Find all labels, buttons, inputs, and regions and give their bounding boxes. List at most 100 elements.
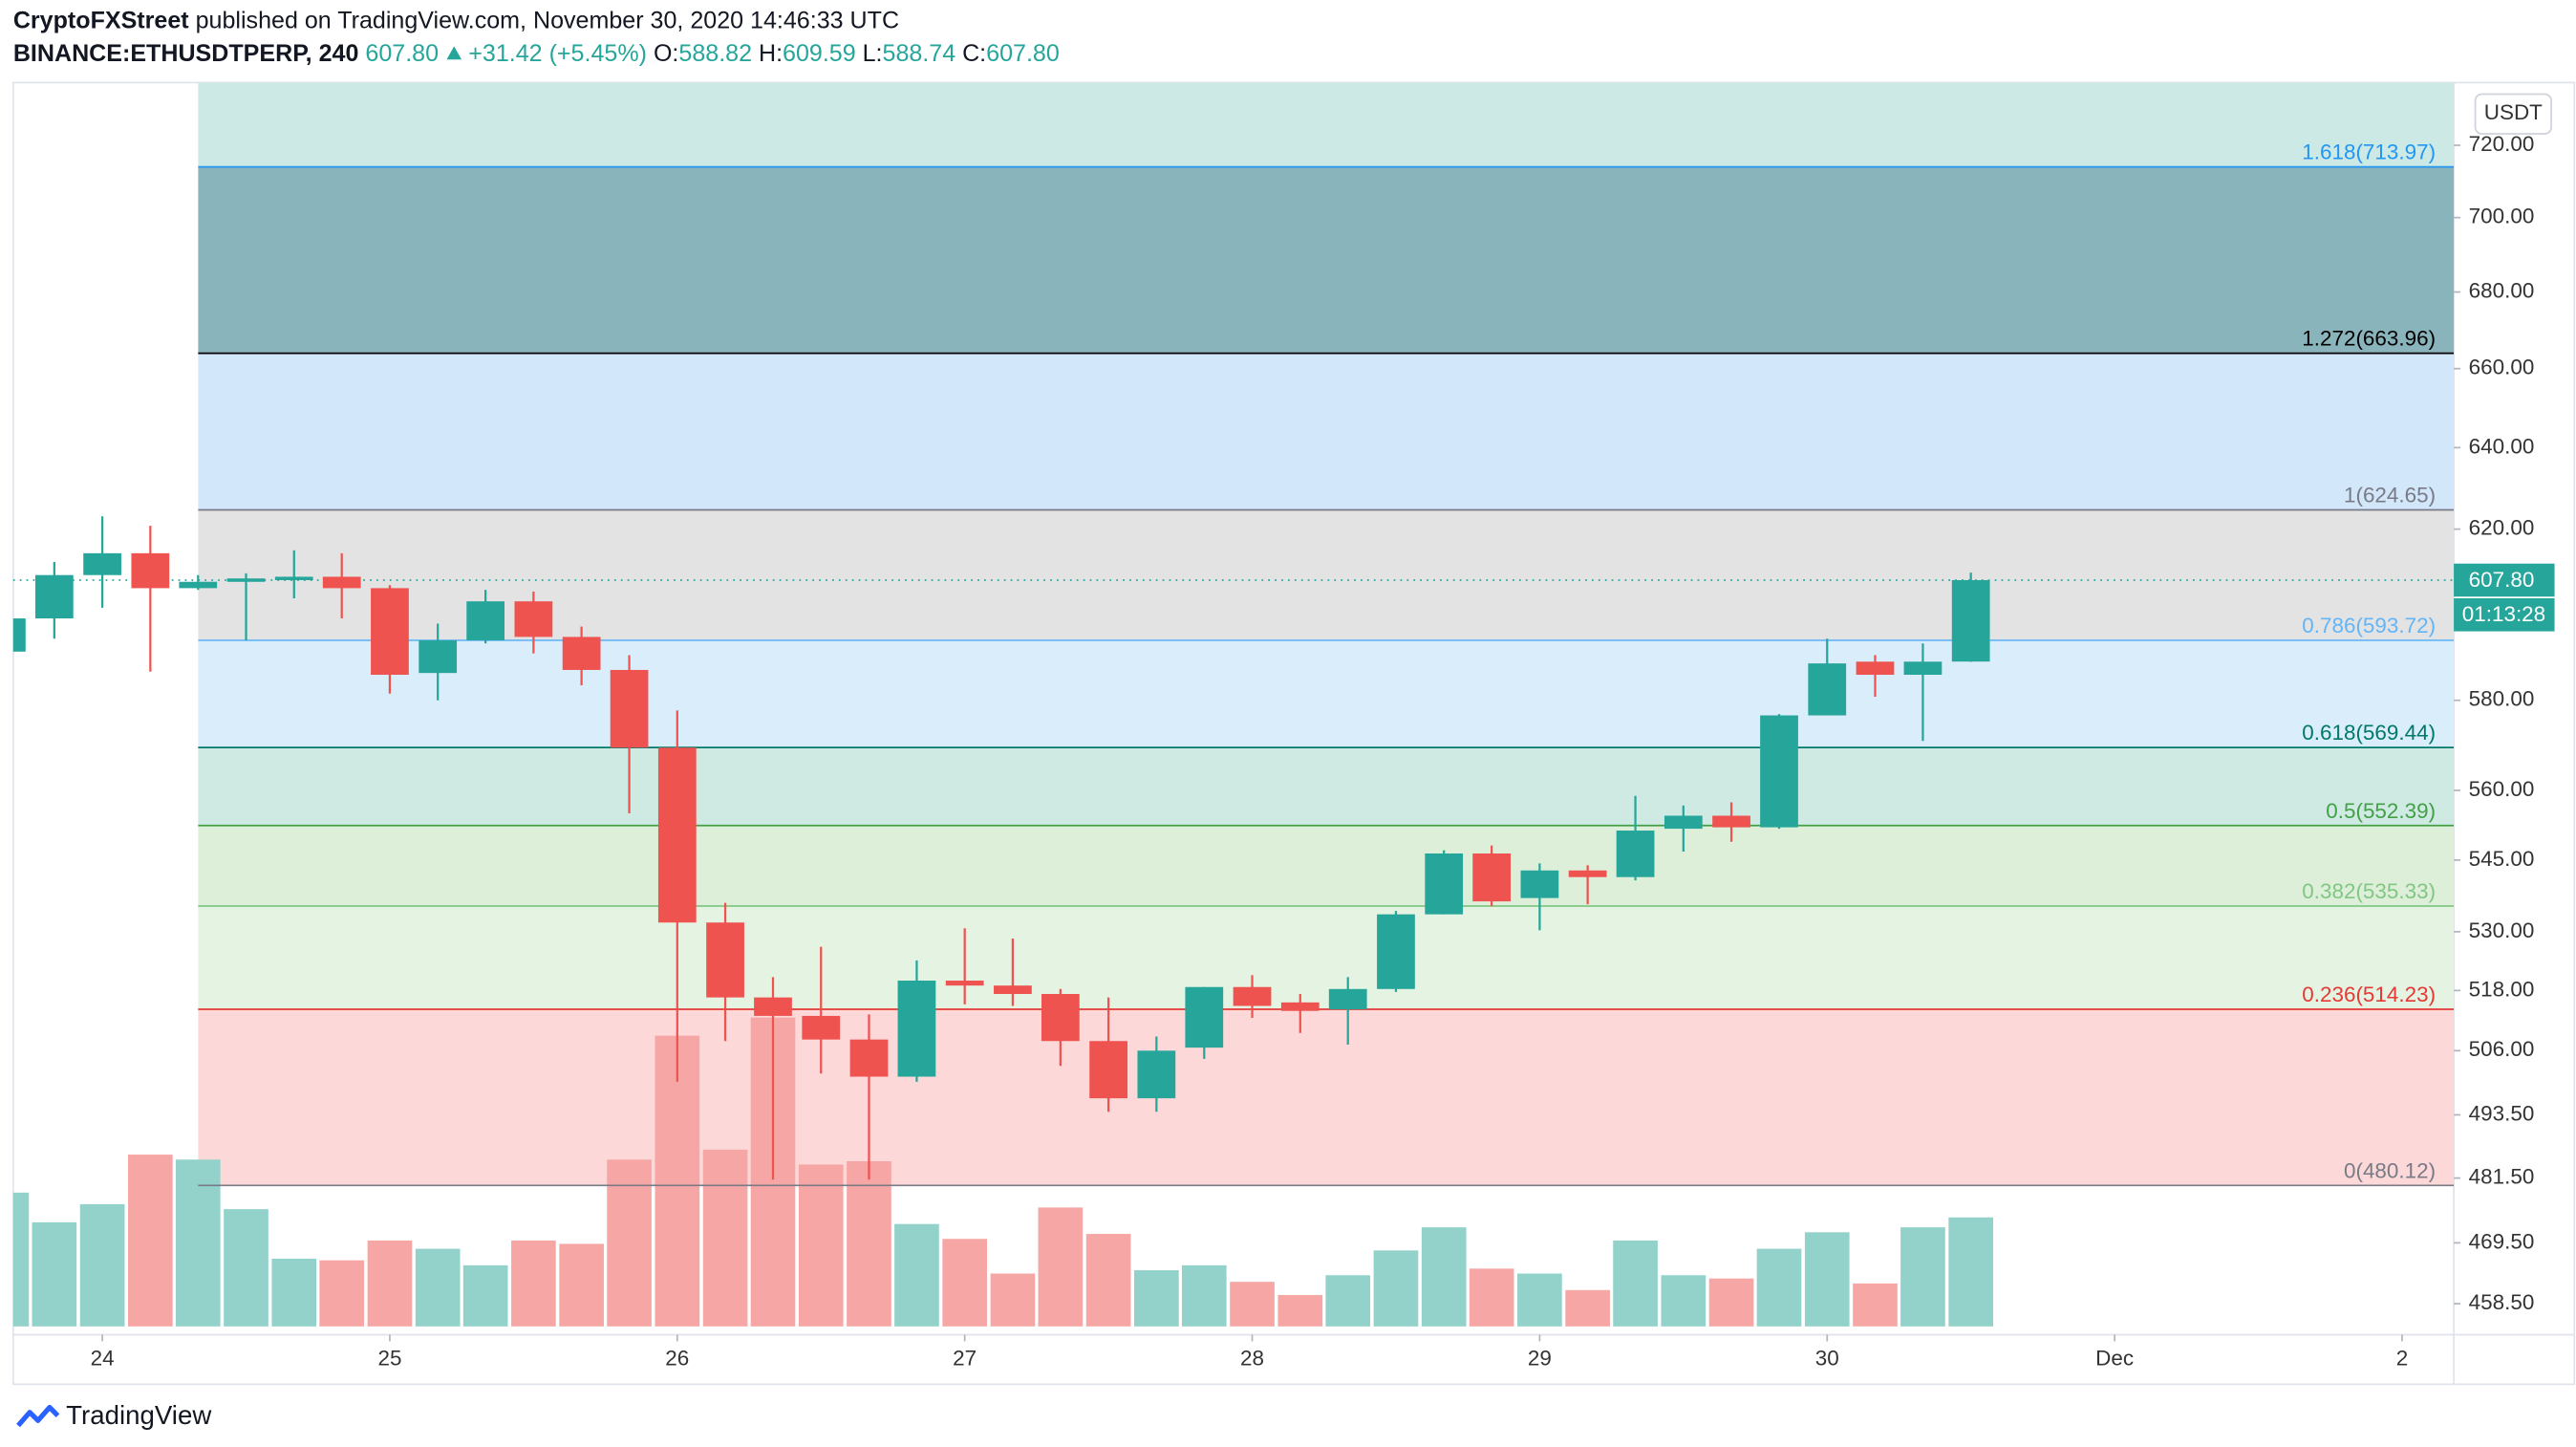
- candle-body: [849, 1039, 889, 1077]
- y-tick-label: 620.00: [2469, 516, 2535, 540]
- x-tick-label: 26: [665, 1346, 689, 1370]
- volume-bar: [1613, 1240, 1658, 1327]
- volume-bar: [798, 1164, 844, 1327]
- footer: TradingView: [16, 1402, 211, 1432]
- volume-bar: [1517, 1273, 1562, 1327]
- volume-bar: [415, 1248, 461, 1327]
- candle-body: [1089, 1041, 1127, 1099]
- ohlc-value: 588.74: [882, 41, 956, 68]
- candle-body: [945, 981, 984, 986]
- volume-bar: [1421, 1227, 1467, 1327]
- candle-body: [706, 922, 744, 998]
- candle-body: [562, 637, 601, 670]
- volume-bar: [1948, 1217, 1994, 1327]
- candle-body: [610, 669, 649, 748]
- volume-bar: [1804, 1232, 1850, 1327]
- candle-body: [1951, 579, 1990, 662]
- fib-label: 1(624.65): [2344, 484, 2436, 508]
- volume-bar: [1181, 1264, 1227, 1327]
- fib-band: [198, 825, 2455, 906]
- y-tick-label: 458.50: [2469, 1290, 2535, 1314]
- candle-body: [1185, 986, 1224, 1048]
- ohlc-value: 607.80: [986, 41, 1060, 68]
- candle-body: [754, 997, 792, 1016]
- volume-bar: [1230, 1282, 1275, 1327]
- published: published on TradingView.com, November 3…: [195, 8, 900, 35]
- logo: [16, 1404, 60, 1428]
- fib-band: [198, 639, 2455, 748]
- candle-body: [131, 552, 170, 589]
- fib-band: [198, 1008, 2455, 1186]
- volume-bar: [1853, 1283, 1898, 1327]
- ohlc: O:588.82 H:609.59 L:588.74 C:607.80: [654, 41, 1066, 68]
- candle-body: [34, 574, 74, 619]
- volume-bar: [32, 1221, 77, 1327]
- candle-body: [802, 1015, 841, 1040]
- candle-body: [226, 578, 266, 582]
- volume-bar: [655, 1035, 700, 1327]
- fib-label: 0.382(535.33): [2302, 879, 2436, 903]
- fib-label: 0.786(593.72): [2302, 614, 2436, 637]
- volume-bar: [1325, 1275, 1371, 1327]
- candle-body: [466, 601, 505, 641]
- x-tick-label: 2: [2396, 1346, 2408, 1370]
- volume-bar: [1708, 1278, 1754, 1327]
- candle-body: [994, 985, 1032, 994]
- fib-label: 0.5(552.39): [2326, 799, 2436, 823]
- y-tick-label: 530.00: [2469, 918, 2535, 942]
- fib-band: [198, 509, 2455, 640]
- x-tick-label: 25: [377, 1346, 401, 1370]
- volume-bar: [1661, 1275, 1707, 1327]
- y-tick-label: 493.50: [2469, 1101, 2535, 1125]
- candle-body: [514, 601, 553, 637]
- fib-label: 0.618(569.44): [2302, 721, 2436, 745]
- volume-bar: [12, 1192, 30, 1327]
- y-tick-label: 660.00: [2469, 356, 2535, 379]
- fib-band: [198, 353, 2455, 510]
- candle-body: [1425, 853, 1464, 915]
- volume-bar: [1900, 1227, 1945, 1327]
- fib-band: [198, 905, 2455, 1009]
- ohlc-value: 588.82: [678, 41, 753, 68]
- candle-body: [1856, 661, 1895, 676]
- candle-body: [1616, 831, 1655, 877]
- fib-label: 0.236(514.23): [2302, 983, 2436, 1006]
- publish-line: CryptoFXStreet published on TradingView.…: [13, 9, 899, 35]
- fib-label: 1.272(663.96): [2302, 327, 2436, 351]
- volume-bar: [1038, 1207, 1084, 1327]
- volume-bar: [79, 1203, 125, 1327]
- symbol: BINANCE:ETHUSDTPERP, 240: [12, 41, 359, 68]
- volume-bar: [367, 1240, 413, 1327]
- volume-bar: [128, 1155, 173, 1327]
- y-tick-label: 506.00: [2469, 1037, 2535, 1061]
- candle-body: [83, 552, 121, 575]
- brand: TradingView: [66, 1402, 212, 1431]
- candle-body: [1664, 815, 1703, 830]
- volume-bar: [1756, 1248, 1802, 1327]
- candle-body: [1328, 988, 1367, 1010]
- candle-body: [1712, 815, 1750, 828]
- x-tick-label: Dec: [2095, 1346, 2134, 1370]
- last-price: 607.80: [365, 41, 440, 68]
- candle-body: [1520, 870, 1559, 898]
- volume-bar: [175, 1159, 221, 1327]
- candle-body: [1472, 853, 1512, 902]
- x-tick-label: 28: [1240, 1346, 1264, 1370]
- currency: USDT: [2484, 100, 2543, 124]
- volume-bar: [271, 1258, 317, 1327]
- volume-bar: [942, 1239, 988, 1327]
- volume-bar: [462, 1264, 508, 1327]
- y-tick-label: 518.00: [2469, 977, 2535, 1001]
- ohlc-key: O:: [653, 41, 679, 68]
- candle-body: [1041, 993, 1080, 1042]
- fib-band: [198, 166, 2455, 354]
- ohlc-key: L:: [862, 41, 883, 68]
- fib-band: [198, 82, 2455, 167]
- volume-bar: [1134, 1270, 1179, 1327]
- volume-bar: [224, 1209, 268, 1327]
- candle-body: [1568, 870, 1607, 877]
- volume-bar: [607, 1159, 652, 1327]
